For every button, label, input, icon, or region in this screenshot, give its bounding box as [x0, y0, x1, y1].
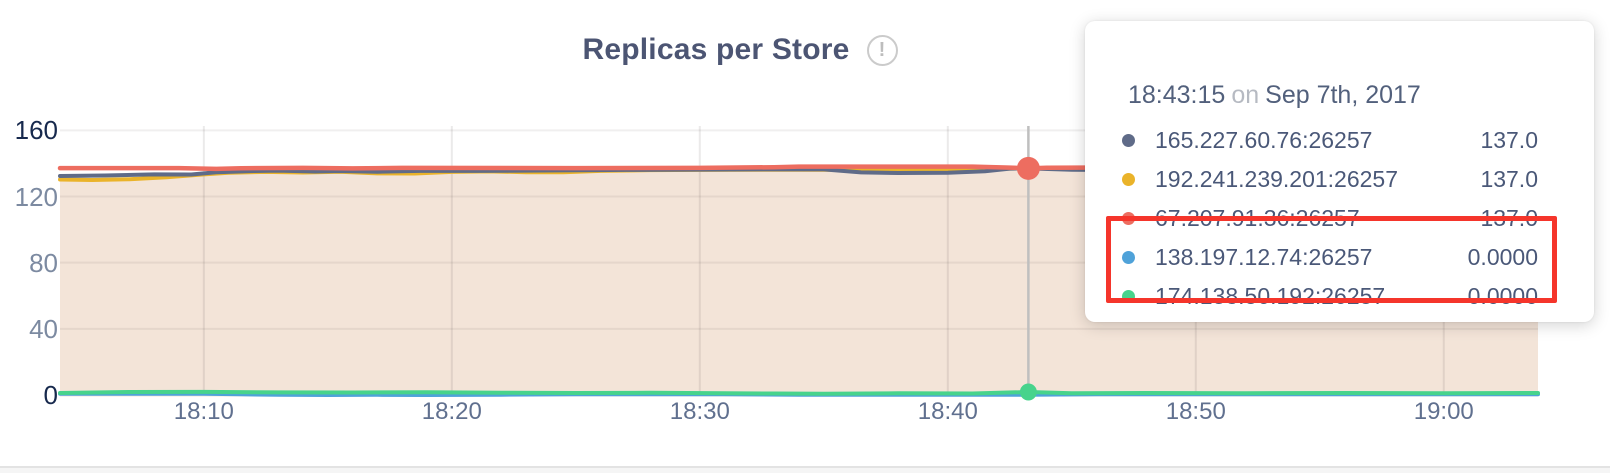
hover-point-dot [1016, 156, 1040, 180]
x-tick-label: 18:10 [173, 398, 234, 425]
info-icon[interactable]: ! [866, 34, 898, 66]
tooltip-row: 192.241.239.201:26257 137.0 [1085, 160, 1594, 199]
series-label: 138.197.12.74:26257 [1155, 244, 1373, 270]
tooltip-conjunction: on [1231, 81, 1260, 109]
y-tick-label: 40 [29, 313, 58, 344]
chart-title: Replicas per Store [582, 33, 850, 66]
tooltip-row: 165.227.60.76:26257 137.0 [1085, 121, 1594, 160]
x-tick-label: 18:40 [917, 398, 978, 425]
y-tick-label: 80 [29, 247, 58, 278]
tooltip-header: 18:43:15 on Sep 7th, 2017 [1128, 81, 1421, 110]
info-icon-glyph: ! [878, 39, 886, 61]
hover-point-dot [1019, 383, 1037, 401]
x-tick-label: 18:30 [669, 398, 730, 425]
series-line-174.138.50.192 [58, 389, 1540, 396]
series-color-dot [1122, 251, 1135, 264]
chart-header: Replicas per Store ! [0, 28, 1480, 72]
series-value: 0.0000 [1467, 244, 1538, 270]
tooltip-time: 18:43:15 [1128, 81, 1226, 109]
panel-bottom-divider [0, 466, 1610, 473]
y-tick-label: 0 [43, 380, 58, 410]
tooltip-row: 174.138.50.192:26257 0.0000 [1085, 277, 1594, 316]
x-tick-label: 19:00 [1413, 398, 1474, 425]
tooltip-date: Sep 7th, 2017 [1265, 81, 1421, 109]
series-label: 174.138.50.192:26257 [1155, 283, 1386, 309]
series-color-dot [1122, 173, 1135, 186]
y-tick-label: 120 [14, 181, 58, 212]
annotation-highlight-box [1106, 216, 1557, 303]
series-label: 165.227.60.76:26257 [1155, 127, 1373, 153]
y-tick-label: 160 [14, 115, 58, 146]
series-value: 137.0 [1480, 166, 1538, 192]
hover-tooltip: 18:43:15 on Sep 7th, 2017 165.227.60.76:26… [1085, 21, 1594, 322]
series-value: 137.0 [1480, 127, 1538, 153]
series-value: 0.0000 [1467, 283, 1538, 309]
series-color-dot [1122, 134, 1135, 147]
x-tick-label: 18:20 [421, 398, 482, 425]
series-line-67.207.91.36 [57, 164, 1541, 172]
series-label: 192.241.239.201:26257 [1155, 166, 1399, 192]
x-tick-label: 18:50 [1165, 398, 1226, 425]
tooltip-row: 138.197.12.74:26257 0.0000 [1085, 238, 1594, 277]
